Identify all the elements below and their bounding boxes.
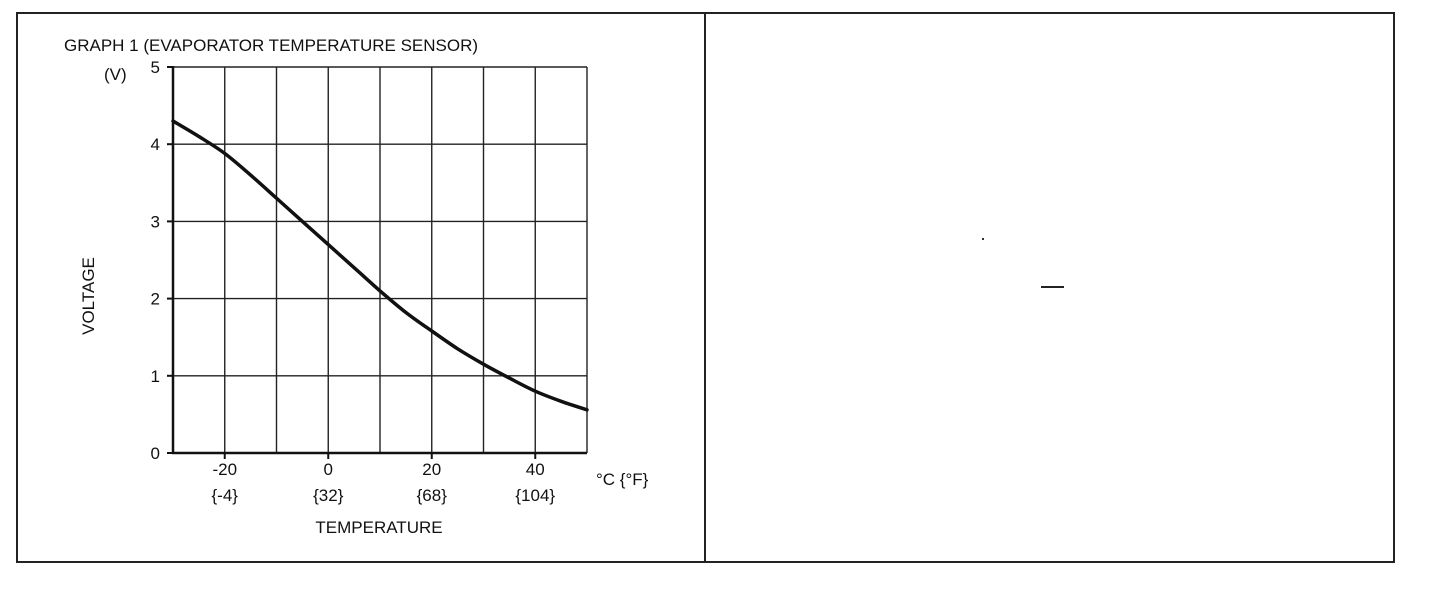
x-axis-label: TEMPERATURE — [315, 518, 442, 537]
chart-title: GRAPH 1 (EVAPORATOR TEMPERATURE SENSOR) — [64, 36, 478, 55]
x-tick-label-fahrenheit: {-4} — [212, 486, 239, 505]
y-axis-label: VOLTAGE — [79, 257, 98, 335]
y-tick-label: 2 — [151, 290, 160, 309]
x-tick-label-fahrenheit: {68} — [417, 486, 448, 505]
x-tick-label-celsius: 0 — [324, 460, 333, 479]
x-unit-label: °C {°F} — [596, 470, 649, 489]
scan-dash — [1041, 286, 1064, 288]
y-tick-label: 5 — [151, 58, 160, 77]
y-tick-label: 0 — [151, 444, 160, 463]
column-divider — [704, 12, 706, 563]
y-tick-label: 3 — [151, 212, 160, 231]
y-tick-label: 4 — [151, 135, 160, 154]
x-tick-label-fahrenheit: {104} — [515, 486, 555, 505]
x-tick-label-celsius: 40 — [526, 460, 545, 479]
voltage-curve — [171, 119, 589, 412]
x-tick-label-celsius: 20 — [422, 460, 441, 479]
y-unit-label: (V) — [104, 65, 127, 84]
scan-speck — [982, 238, 984, 240]
x-tick-label-celsius: -20 — [212, 460, 237, 479]
y-tick-label: 1 — [151, 367, 160, 386]
x-tick-label-fahrenheit: {32} — [313, 486, 344, 505]
